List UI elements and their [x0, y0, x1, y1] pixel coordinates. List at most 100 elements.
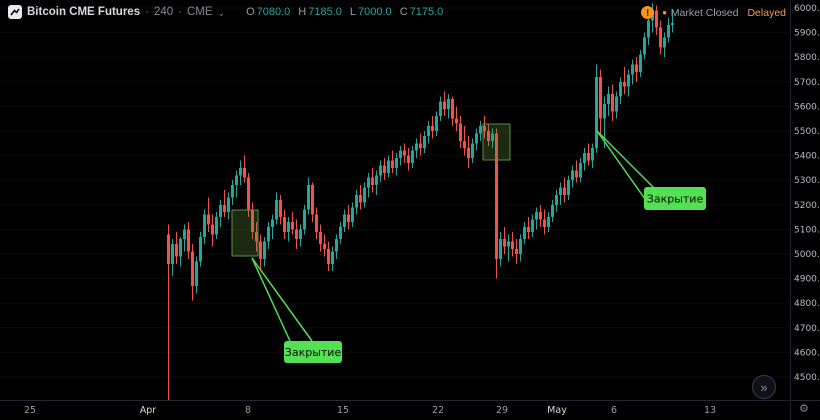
symbol-name[interactable]: Bitcoin CME Futures	[27, 6, 141, 18]
price-tick-label: 5400.0	[794, 152, 820, 162]
candle-wick	[224, 190, 225, 218]
interval-value[interactable]: 240	[153, 6, 174, 18]
price-tick-label: 5900.0	[794, 29, 820, 39]
candle-body	[211, 224, 214, 235]
candle-wick	[168, 224, 169, 400]
highlight-box[interactable]	[482, 123, 511, 161]
chevron-down-icon[interactable]: ⌄	[217, 7, 226, 18]
candle-body	[447, 99, 450, 109]
candle-body	[463, 140, 466, 149]
candle-body	[407, 155, 410, 163]
candle-body	[223, 204, 226, 213]
symbol-legend[interactable]: Bitcoin CME Futures · 240 · CME ⌄ O 7080.…	[8, 5, 443, 19]
candles-layer	[167, 3, 674, 400]
candle-body	[511, 241, 514, 250]
price-tick-label: 4600.0	[794, 348, 820, 358]
candle-body	[643, 37, 646, 55]
candle-body	[235, 175, 238, 186]
candle-body	[367, 177, 370, 188]
candle-body	[311, 185, 314, 215]
callout-tail-line	[596, 130, 655, 189]
price-tick-label: 5600.0	[794, 102, 820, 112]
candle-body	[531, 219, 534, 232]
highlight-box[interactable]	[231, 209, 259, 257]
candle-body	[655, 10, 658, 28]
time-tick-label: 15	[337, 405, 349, 416]
candle-body	[427, 126, 430, 136]
price-tick-label: 5300.0	[794, 176, 820, 186]
candle-body	[627, 74, 630, 87]
candle-body	[283, 217, 286, 232]
delayed-label[interactable]: Delayed	[747, 6, 786, 19]
data-problem-icon[interactable]: !	[641, 6, 655, 19]
candle-body	[583, 153, 586, 163]
candle-body	[275, 199, 278, 220]
time-axis[interactable]: 25 Apr 8 15 22 29 May 6 13	[24, 405, 716, 416]
candle-body	[607, 94, 610, 104]
candle-body	[647, 20, 650, 38]
candle-body	[563, 187, 566, 195]
candle-wick	[508, 234, 509, 262]
price-axis[interactable]: 6000.0 5900.0 5800.0 5700.0 5600.0 5500.0 5400…	[794, 4, 820, 383]
candle-body	[515, 249, 518, 254]
price-tick-label: 6000.0	[794, 4, 820, 14]
price-tick-label: 5000.0	[794, 250, 820, 260]
candle-body	[215, 217, 218, 235]
candle-body	[243, 167, 246, 178]
candle-body	[435, 116, 438, 131]
candle-body	[635, 64, 638, 72]
candle-body	[503, 239, 506, 247]
price-tick-label: 5200.0	[794, 201, 820, 211]
candle-body	[263, 241, 266, 259]
legend-separator: ·	[178, 6, 182, 18]
candle-body	[167, 234, 170, 264]
candle-body	[411, 150, 414, 163]
ohlc-high-value: 7185.0	[308, 6, 342, 18]
ohlc-open-value: 7080.0	[256, 6, 291, 18]
candle-body	[207, 214, 210, 225]
candle-body	[599, 76, 602, 119]
ohlc-low-label: L	[349, 6, 357, 18]
candle-body	[303, 209, 306, 230]
candle-body	[571, 170, 574, 181]
market-status-dot-icon: •	[662, 5, 667, 20]
candle-body	[603, 103, 606, 119]
candle-body	[667, 25, 670, 38]
candle-body	[459, 123, 462, 141]
candle-body	[575, 170, 578, 178]
time-tick-label: May	[547, 405, 567, 416]
candle-body	[659, 27, 662, 48]
callout-label[interactable]	[284, 341, 342, 363]
candle-body	[595, 76, 598, 149]
candle-body	[387, 160, 390, 173]
candle-body	[419, 143, 422, 149]
candle-wick	[624, 67, 625, 95]
exchange-name[interactable]: CME	[186, 6, 213, 18]
double-chevron-right-icon: »	[760, 379, 768, 395]
candle-body	[335, 239, 338, 252]
candle-body	[415, 143, 418, 151]
price-tick-label: 4500.0	[794, 373, 820, 383]
axis-settings-gear-icon[interactable]: ⚙	[799, 403, 809, 415]
ohlc-low-value: 7000.0	[358, 6, 392, 18]
time-tick-label: 13	[704, 405, 716, 416]
candle-body	[179, 239, 182, 257]
candle-body	[543, 219, 546, 227]
candle-body	[287, 222, 290, 232]
price-tick-label: 4800.0	[794, 299, 820, 309]
callout-label[interactable]	[644, 187, 706, 210]
candle-body	[539, 212, 542, 220]
candle-wick	[604, 96, 605, 149]
candle-body	[519, 239, 522, 254]
scroll-to-recent-button[interactable]: »	[752, 375, 776, 399]
candle-body	[507, 241, 510, 247]
candle-body	[379, 165, 382, 176]
time-tick-label: 29	[496, 405, 508, 416]
candle-body	[375, 175, 378, 186]
price-tick-label: 5800.0	[794, 53, 820, 63]
candle-body	[307, 185, 310, 210]
candle-body	[535, 212, 538, 220]
candle-body	[279, 199, 282, 218]
price-tick-label: 5100.0	[794, 225, 820, 235]
